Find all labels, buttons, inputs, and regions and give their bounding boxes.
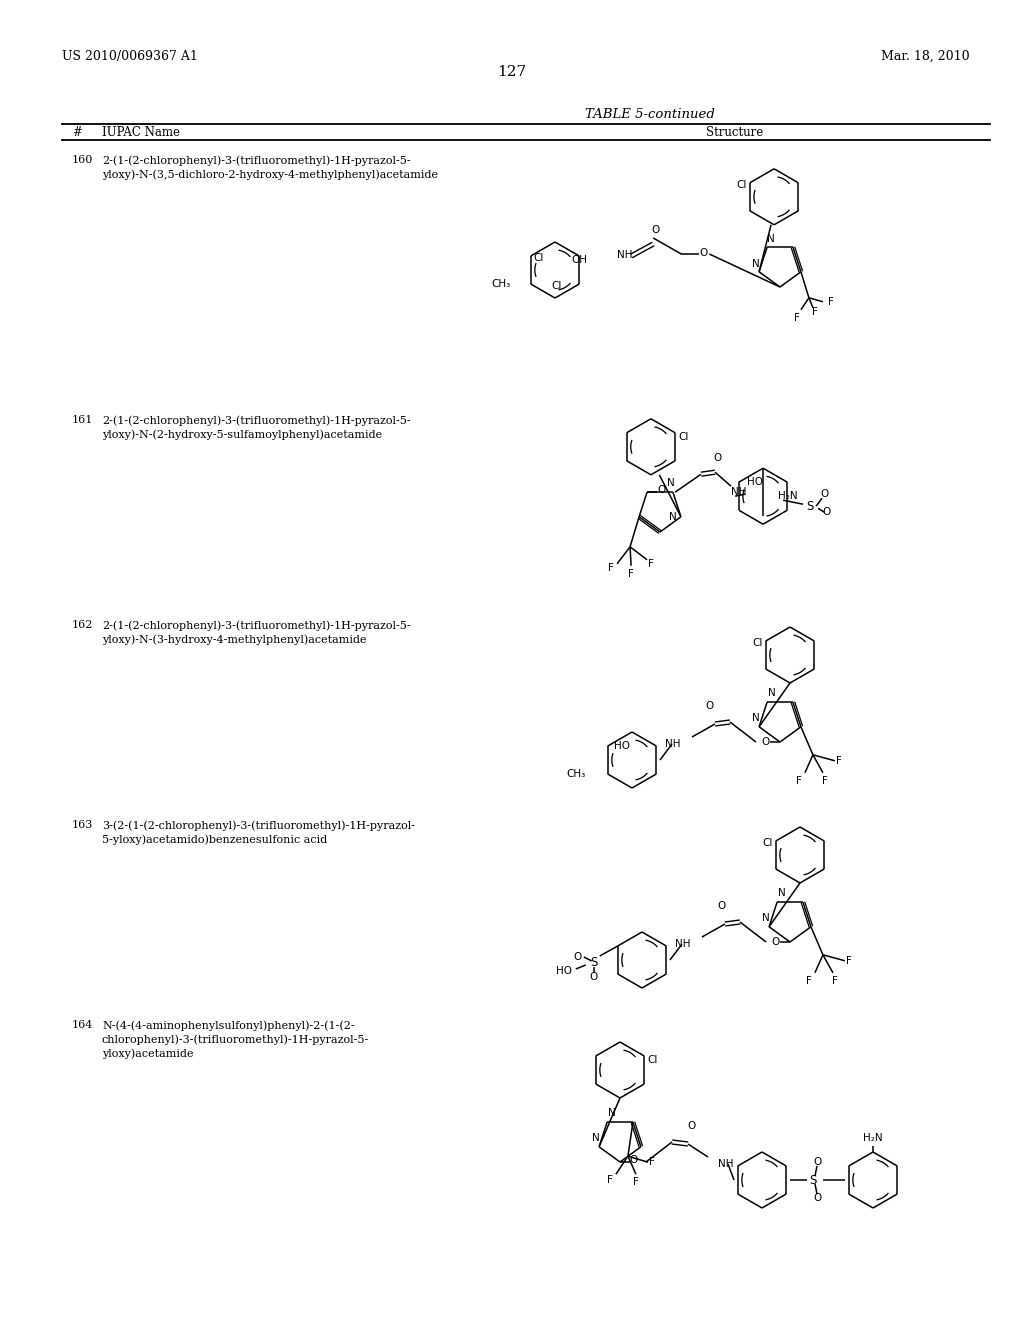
Text: F: F	[812, 306, 818, 317]
Text: 162: 162	[72, 620, 93, 630]
Text: 161: 161	[72, 414, 93, 425]
Text: O: O	[762, 737, 770, 747]
Text: S: S	[809, 1173, 817, 1187]
Text: 164: 164	[72, 1020, 93, 1030]
Text: O: O	[813, 1158, 821, 1167]
Text: N: N	[753, 259, 760, 269]
Text: Structure: Structure	[707, 125, 764, 139]
Text: NH: NH	[617, 249, 633, 260]
Text: F: F	[828, 297, 834, 306]
Text: NH: NH	[665, 739, 680, 748]
Text: F: F	[607, 1175, 613, 1185]
Text: O: O	[651, 224, 659, 235]
Text: NH: NH	[675, 939, 690, 949]
Text: O: O	[699, 248, 708, 257]
Text: N-(4-(4-aminophenylsulfonyl)phenyl)-2-(1-(2-: N-(4-(4-aminophenylsulfonyl)phenyl)-2-(1…	[102, 1020, 354, 1031]
Text: IUPAC Name: IUPAC Name	[102, 125, 180, 139]
Text: N: N	[608, 1109, 616, 1118]
Text: O: O	[688, 1121, 696, 1131]
Text: N: N	[767, 234, 775, 244]
Text: H₂N: H₂N	[778, 491, 798, 502]
Text: O: O	[573, 952, 582, 962]
Text: Cl: Cl	[763, 838, 773, 847]
Text: F: F	[628, 569, 634, 578]
Text: yloxy)-N-(3,5-dichloro-2-hydroxy-4-methylphenyl)acetamide: yloxy)-N-(3,5-dichloro-2-hydroxy-4-methy…	[102, 169, 438, 180]
Text: CH₃: CH₃	[566, 770, 586, 779]
Text: 5-yloxy)acetamido)benzenesulfonic acid: 5-yloxy)acetamido)benzenesulfonic acid	[102, 834, 328, 845]
Text: Cl: Cl	[736, 180, 748, 190]
Text: TABLE 5-continued: TABLE 5-continued	[585, 108, 715, 121]
Text: F: F	[608, 562, 614, 573]
Text: H₂N: H₂N	[863, 1133, 883, 1143]
Text: N: N	[762, 913, 770, 923]
Text: F: F	[836, 756, 842, 766]
Text: O: O	[772, 937, 780, 946]
Text: 2-(1-(2-chlorophenyl)-3-(trifluoromethyl)-1H-pyrazol-5-: 2-(1-(2-chlorophenyl)-3-(trifluoromethyl…	[102, 154, 411, 165]
Text: CH₃: CH₃	[492, 279, 511, 289]
Text: F: F	[822, 776, 827, 785]
Text: S: S	[806, 500, 814, 512]
Text: 2-(1-(2-chlorophenyl)-3-(trifluoromethyl)-1H-pyrazol-5-: 2-(1-(2-chlorophenyl)-3-(trifluoromethyl…	[102, 620, 411, 631]
Text: OH: OH	[571, 255, 587, 265]
Text: Cl: Cl	[647, 1055, 657, 1065]
Text: yloxy)-N-(3-hydroxy-4-methylphenyl)acetamide: yloxy)-N-(3-hydroxy-4-methylphenyl)aceta…	[102, 634, 367, 644]
Text: N: N	[778, 888, 786, 898]
Text: O: O	[590, 972, 598, 982]
Text: 160: 160	[72, 154, 93, 165]
Text: F: F	[794, 313, 800, 323]
Text: yloxy)acetamide: yloxy)acetamide	[102, 1048, 194, 1059]
Text: 163: 163	[72, 820, 93, 830]
Text: N: N	[669, 512, 677, 521]
Text: Mar. 18, 2010: Mar. 18, 2010	[882, 50, 970, 63]
Text: Cl: Cl	[534, 252, 544, 263]
Text: HO: HO	[556, 966, 571, 975]
Text: F: F	[806, 975, 812, 986]
Text: 3-(2-(1-(2-chlorophenyl)-3-(trifluoromethyl)-1H-pyrazol-: 3-(2-(1-(2-chlorophenyl)-3-(trifluoromet…	[102, 820, 415, 830]
Text: NH: NH	[718, 1159, 733, 1170]
Text: F: F	[648, 558, 654, 569]
Text: N: N	[768, 688, 776, 698]
Text: 2-(1-(2-chlorophenyl)-3-(trifluoromethyl)-1H-pyrazol-5-: 2-(1-(2-chlorophenyl)-3-(trifluoromethyl…	[102, 414, 411, 425]
Text: N: N	[667, 478, 675, 488]
Text: Cl: Cl	[678, 432, 688, 442]
Text: HO: HO	[748, 478, 763, 487]
Text: N: N	[753, 713, 760, 723]
Text: NH: NH	[731, 487, 746, 498]
Text: F: F	[846, 956, 852, 966]
Text: F: F	[796, 776, 802, 785]
Text: Cl: Cl	[552, 281, 562, 290]
Text: US 2010/0069367 A1: US 2010/0069367 A1	[62, 50, 198, 63]
Text: Cl: Cl	[753, 638, 763, 648]
Text: F: F	[831, 975, 838, 986]
Text: yloxy)-N-(2-hydroxy-5-sulfamoylphenyl)acetamide: yloxy)-N-(2-hydroxy-5-sulfamoylphenyl)ac…	[102, 429, 382, 440]
Text: O: O	[820, 490, 828, 499]
Text: O: O	[630, 1155, 638, 1166]
Text: HO: HO	[614, 741, 630, 751]
Text: S: S	[590, 957, 597, 969]
Text: O: O	[706, 701, 714, 711]
Text: O: O	[718, 902, 726, 911]
Text: #: #	[72, 125, 82, 139]
Text: 127: 127	[498, 65, 526, 79]
Text: O: O	[713, 453, 721, 463]
Text: O: O	[657, 486, 666, 495]
Text: chlorophenyl)-3-(trifluoromethyl)-1H-pyrazol-5-: chlorophenyl)-3-(trifluoromethyl)-1H-pyr…	[102, 1034, 370, 1044]
Text: N: N	[592, 1133, 600, 1143]
Text: F: F	[633, 1177, 639, 1187]
Text: O: O	[822, 507, 830, 517]
Text: O: O	[813, 1193, 821, 1203]
Text: F: F	[649, 1158, 655, 1167]
